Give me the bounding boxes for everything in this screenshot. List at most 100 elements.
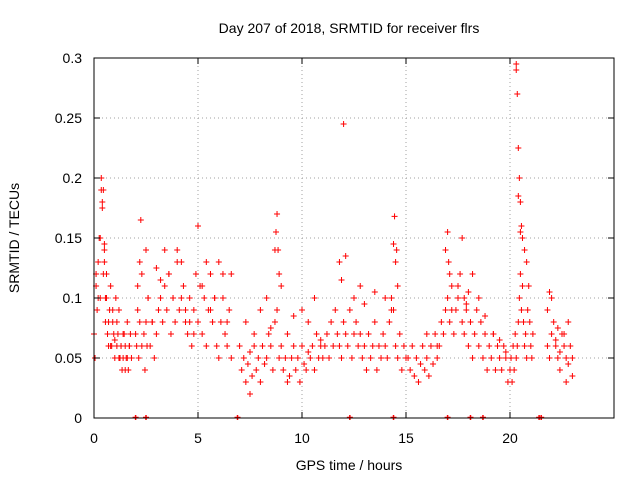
data-point [155, 307, 162, 313]
data-point [524, 307, 531, 313]
y-tick-label: 0.2 [63, 170, 83, 186]
data-point [569, 355, 576, 361]
data-point [488, 355, 495, 361]
data-point [455, 283, 461, 289]
data-point [515, 193, 522, 199]
data-point [427, 343, 434, 349]
data-points [91, 61, 576, 397]
data-point [100, 187, 107, 193]
data-point [133, 343, 140, 349]
data-point [442, 307, 449, 313]
data-point [338, 355, 345, 361]
data-point [274, 211, 281, 217]
data-point [332, 307, 339, 313]
data-point [261, 361, 268, 367]
data-point [280, 367, 287, 373]
data-point [473, 307, 480, 313]
data-point [149, 319, 156, 325]
data-point [113, 319, 120, 325]
data-point [104, 331, 111, 337]
data-point [301, 361, 308, 367]
data-point [222, 331, 229, 337]
data-point [363, 367, 370, 373]
data-point [351, 331, 357, 337]
data-point [184, 331, 191, 337]
data-point [161, 247, 168, 253]
data-point [357, 331, 364, 337]
data-point [346, 307, 353, 313]
data-point [434, 343, 441, 349]
data-point [338, 277, 345, 283]
data-point [467, 319, 474, 325]
data-point [498, 367, 505, 373]
data-point [242, 379, 249, 385]
data-point [508, 355, 515, 361]
data-point [138, 343, 145, 349]
data-point [459, 319, 466, 325]
data-point [288, 355, 295, 361]
data-point [182, 307, 189, 313]
data-point [276, 271, 283, 277]
data-point [494, 343, 501, 349]
y-tick-label: 0.05 [55, 350, 82, 366]
data-point [432, 331, 439, 337]
data-point [247, 349, 253, 355]
data-point [522, 331, 529, 337]
data-point [365, 331, 372, 337]
data-point [380, 331, 387, 337]
data-point [509, 379, 516, 385]
data-point [511, 367, 518, 373]
data-point [186, 295, 193, 301]
data-point [319, 355, 326, 361]
data-point [393, 247, 400, 253]
data-point [321, 343, 328, 349]
data-point [556, 349, 563, 355]
data-point [550, 319, 557, 325]
grid-lines [93, 57, 614, 419]
x-tick-label: 20 [502, 430, 518, 446]
data-point [178, 295, 185, 301]
data-point [138, 271, 145, 277]
data-point [244, 361, 251, 367]
data-point [284, 379, 291, 385]
data-point [465, 343, 472, 349]
data-point [167, 331, 174, 337]
data-point [525, 283, 532, 289]
data-point [409, 343, 416, 349]
data-point [238, 367, 245, 373]
data-point [515, 145, 522, 151]
data-point [548, 295, 555, 301]
data-point [417, 361, 424, 367]
x-tick-label: 0 [90, 430, 98, 446]
data-point [259, 343, 266, 349]
data-point [143, 319, 149, 325]
data-point [521, 343, 528, 349]
data-point [430, 361, 437, 367]
data-point [419, 343, 426, 349]
data-point [180, 283, 187, 289]
data-point [328, 319, 335, 325]
data-point [157, 295, 164, 301]
data-point [122, 367, 129, 373]
data-point [355, 343, 362, 349]
y-tick-label: 0.25 [55, 110, 82, 126]
data-point [242, 319, 249, 325]
data-point [369, 343, 376, 349]
data-point [217, 319, 224, 325]
data-point [240, 355, 247, 361]
data-point [513, 61, 520, 67]
data-point [502, 355, 509, 361]
data-point [496, 355, 503, 361]
data-point [465, 289, 472, 295]
data-point [176, 307, 183, 313]
data-point [519, 235, 526, 241]
data-point [305, 319, 312, 325]
data-point [475, 295, 482, 301]
data-point [224, 319, 231, 325]
data-point [340, 121, 347, 127]
data-point [247, 391, 253, 397]
data-point [569, 373, 576, 379]
data-point [359, 355, 366, 361]
data-point [450, 331, 457, 337]
data-point [99, 205, 106, 211]
